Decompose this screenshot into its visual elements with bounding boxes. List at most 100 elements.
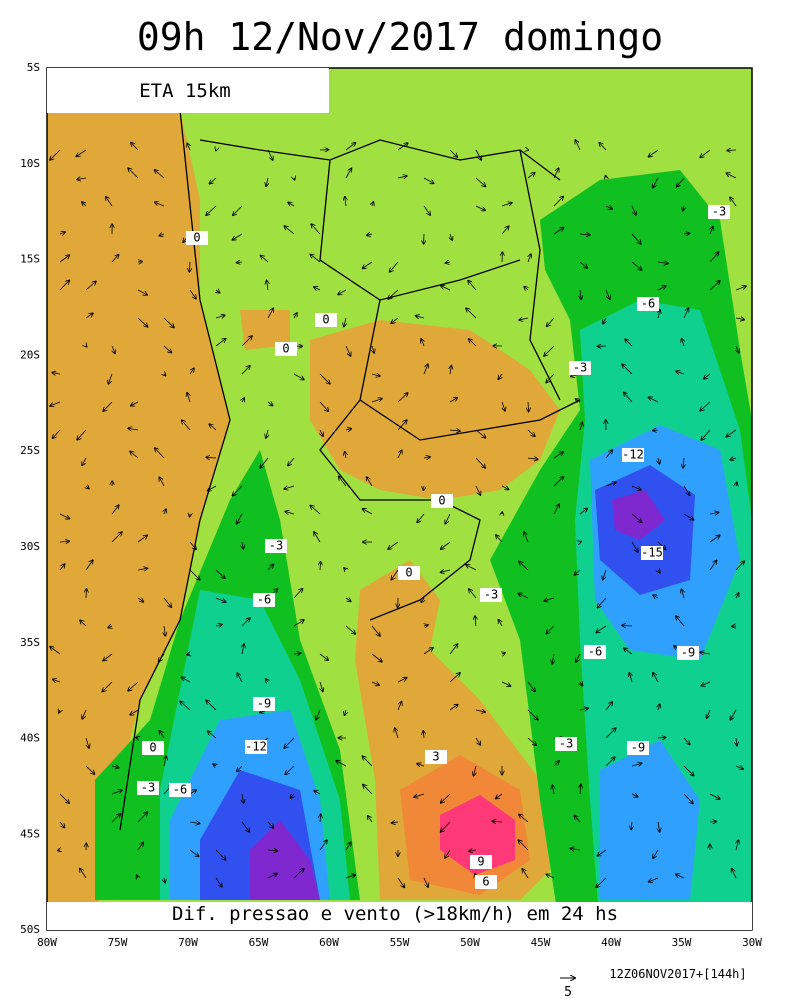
wind-arrow <box>579 261 587 268</box>
wind-arrow <box>345 598 351 601</box>
wind-arrow <box>445 849 451 858</box>
wind-arrow <box>605 702 612 711</box>
wind-arrow <box>624 648 633 655</box>
wind-arrow <box>421 339 424 347</box>
wind-arrow <box>103 653 113 661</box>
wind-arrow <box>622 625 633 626</box>
wind-arrow <box>131 142 139 151</box>
wind-arrow <box>546 373 555 383</box>
wind-arrow <box>163 597 171 607</box>
lat-label: 10S <box>20 157 40 170</box>
wind-arrow <box>86 737 89 748</box>
wind-arrow <box>527 429 535 436</box>
wind-arrow <box>596 625 607 633</box>
wind-arrow <box>397 176 407 178</box>
wind-arrow <box>579 708 588 710</box>
wind-arrow <box>137 598 143 602</box>
wind-arrow <box>498 620 502 627</box>
wind-arrow <box>441 821 451 832</box>
wind-arrow <box>182 420 191 431</box>
wind-arrow <box>683 765 694 776</box>
wind-arrow <box>288 457 295 466</box>
wind-arrow <box>475 710 485 712</box>
wind-arrow <box>709 535 720 543</box>
wind-arrow <box>653 673 659 683</box>
wind-arrow <box>242 644 244 655</box>
wind-arrow <box>267 149 273 160</box>
wind-arrow <box>701 681 711 686</box>
wind-arrow <box>338 289 347 295</box>
wind-arrow <box>261 255 269 263</box>
wind-arrow <box>159 477 165 487</box>
wind-arrow <box>730 709 737 720</box>
wind-arrow <box>345 197 346 207</box>
fields <box>47 68 752 930</box>
wind-arrow <box>216 290 220 293</box>
wind-arrow <box>339 477 347 487</box>
wind-arrow <box>363 785 373 795</box>
wind-arrow <box>527 737 536 745</box>
wind-arrow <box>106 197 113 207</box>
wind-arrow <box>421 598 424 602</box>
wind-arrow <box>519 318 529 320</box>
wind-arrow <box>290 794 294 798</box>
wind-arrow <box>700 149 711 157</box>
wind-arrow <box>726 173 737 179</box>
wind-arrow <box>575 140 581 151</box>
wind-arrow <box>59 541 69 542</box>
wind-arrow <box>209 177 217 184</box>
wind-arrow <box>371 399 382 403</box>
wind-arrow <box>631 513 642 522</box>
wind-arrow <box>85 281 96 291</box>
contour-label-box <box>186 231 208 245</box>
wind-arrow <box>371 682 379 685</box>
wind-arrow <box>518 840 529 851</box>
wind-arrow <box>137 812 147 823</box>
contour-label-box <box>480 588 502 602</box>
wind-arrow <box>206 700 217 711</box>
wind-arrow <box>441 541 451 549</box>
wind-arrow <box>137 568 148 570</box>
wind-arrow <box>155 448 165 459</box>
wind-arrow <box>553 504 559 515</box>
wind-arrow <box>294 178 295 180</box>
wind-arrow <box>473 765 476 776</box>
wind-arrow <box>163 317 174 328</box>
wind-arrow <box>553 197 563 207</box>
wind-arrow <box>605 728 616 739</box>
wind-arrow <box>288 202 295 206</box>
wind-arrow <box>310 254 321 263</box>
wind-arrow <box>345 625 355 634</box>
wind-arrow <box>314 791 321 794</box>
wind-arrow <box>653 430 659 431</box>
wind-arrow <box>683 308 688 319</box>
wind-arrow <box>580 682 583 686</box>
wind-arrow <box>423 457 430 458</box>
wind-arrow <box>164 509 166 515</box>
wind-arrow <box>681 589 684 599</box>
wind-arrow <box>527 458 538 459</box>
wind-arrow <box>501 486 509 489</box>
wind-arrow <box>622 364 633 375</box>
wind-arrow <box>232 485 243 496</box>
wind-arrow <box>683 793 693 804</box>
wind-arrow <box>735 561 744 571</box>
wind-arrow <box>492 821 503 822</box>
wind-arrow <box>164 625 165 636</box>
wind-arrow <box>136 737 138 738</box>
wind-arrow <box>726 429 737 437</box>
wind-arrow <box>59 821 65 828</box>
wind-arrow <box>576 653 581 662</box>
wind-arrow <box>527 173 535 179</box>
contour-label: -3 <box>559 737 573 751</box>
wind-arrow <box>189 790 196 795</box>
wind-arrow <box>189 822 200 823</box>
wind-arrow <box>709 793 720 799</box>
contour-label-box <box>169 783 191 797</box>
wind-vectors <box>50 140 746 887</box>
wind-arrow <box>155 170 165 179</box>
wind-arrow <box>86 486 89 489</box>
wind-arrow <box>266 679 268 682</box>
wind-arrow <box>683 485 690 495</box>
wind-arrow <box>372 202 373 206</box>
